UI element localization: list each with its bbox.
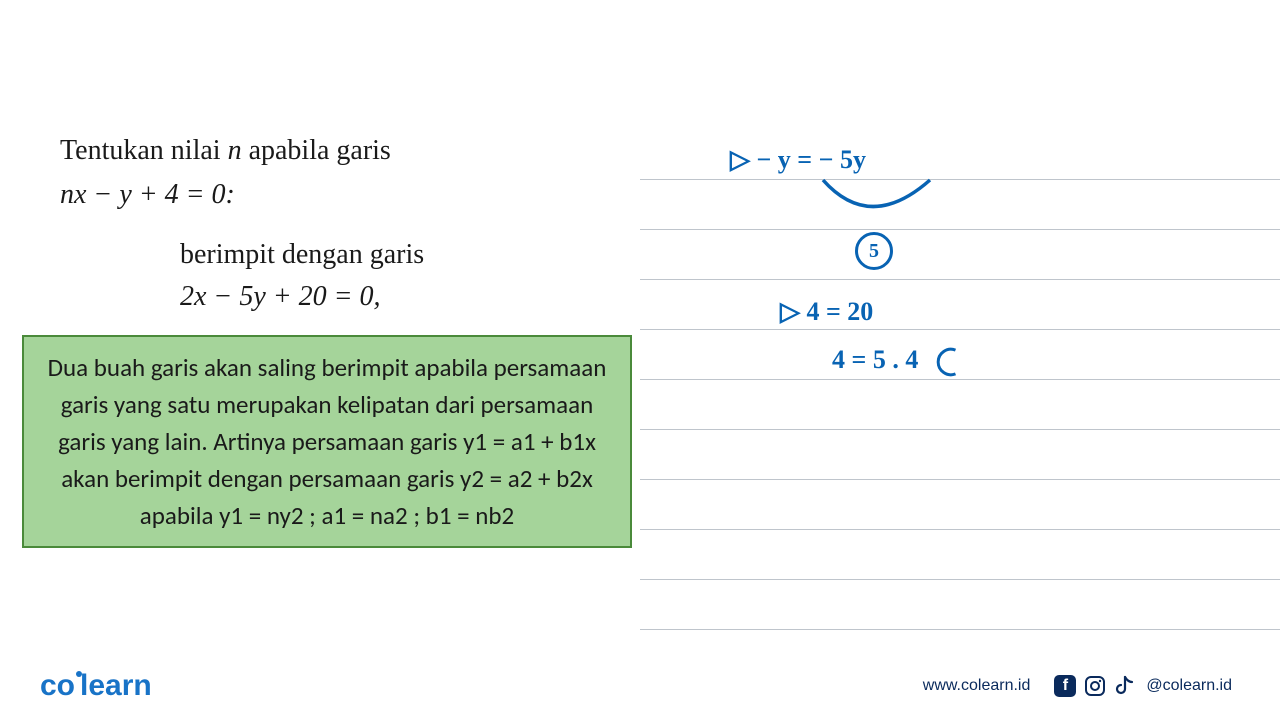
problem-text: Tentukan nilai n apabila garis nx − y + … [60, 130, 640, 318]
handwriting-eq-1: ▷ − y = − 5y [730, 145, 866, 175]
colearn-logo: colearn [40, 669, 152, 703]
explanation-box: Dua buah garis akan saling berimpit apab… [22, 335, 632, 548]
ruled-line [640, 530, 1280, 580]
problem-sub-1: berimpit dengan garis [180, 234, 640, 276]
facebook-icon: f [1054, 675, 1076, 697]
tiktok-icon [1114, 675, 1136, 697]
right-panel: ▷ − y = − 5y 5 ▷ 4 = 20 4 = 5 . 4 [640, 0, 1280, 640]
handwriting-arc [815, 178, 935, 223]
ruled-lines [640, 130, 1280, 640]
logo-part-2: learn [80, 669, 152, 702]
handwriting-partial-circle [930, 345, 964, 379]
logo-part-1: co [40, 669, 75, 702]
ruled-line [640, 430, 1280, 480]
ruled-line [640, 180, 1280, 230]
ruled-line [640, 580, 1280, 630]
handwriting-eq-3: 4 = 5 . 4 [832, 345, 918, 375]
problem-line-1: Tentukan nilai n apabila garis [60, 130, 640, 172]
footer: colearn www.colearn.id f @colearn.id [0, 660, 1280, 720]
problem-equation-2: 2x − 5y + 20 = 0, [180, 276, 640, 318]
handwriting-eq-2: ▷ 4 = 20 [780, 297, 873, 327]
ruled-line [640, 230, 1280, 280]
text-post: apabila garis [242, 135, 391, 166]
content-area: Tentukan nilai n apabila garis nx − y + … [0, 0, 1280, 640]
eq-text: nx − y + 4 = 0: [60, 179, 235, 210]
left-panel: Tentukan nilai n apabila garis nx − y + … [0, 0, 640, 640]
eq-text-2: 2x − 5y + 20 = 0, [180, 281, 381, 312]
ruled-line [640, 380, 1280, 430]
social-handle: @colearn.id [1146, 677, 1232, 695]
footer-right: www.colearn.id f @colearn.id [923, 675, 1232, 697]
social-icons: f @colearn.id [1054, 675, 1232, 697]
ruled-line [640, 480, 1280, 530]
variable-n: n [228, 135, 242, 166]
ruled-line [640, 280, 1280, 330]
website-url: www.colearn.id [923, 677, 1031, 695]
text-pre: Tentukan nilai [60, 135, 228, 166]
problem-equation-1: nx − y + 4 = 0: [60, 174, 640, 216]
logo-dot [76, 671, 82, 677]
handwriting-circle-5: 5 [855, 232, 893, 270]
instagram-icon [1084, 675, 1106, 697]
